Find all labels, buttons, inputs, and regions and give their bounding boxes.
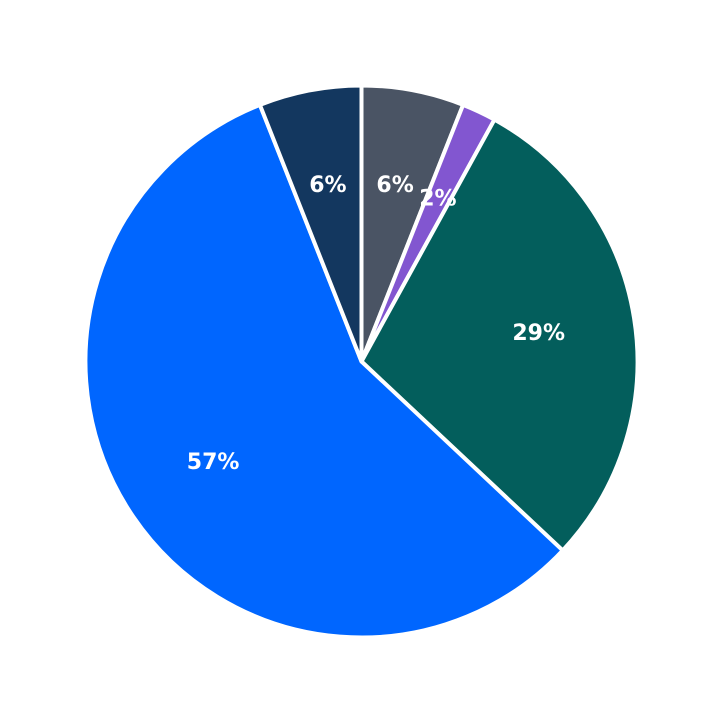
pie-slices — [83, 83, 640, 640]
pie-slice-label-0: 6% — [376, 173, 413, 198]
pie-slice-label-3: 57% — [187, 450, 240, 475]
pie-slice-label-4: 6% — [309, 173, 346, 198]
pie-slice-4 — [257, 83, 364, 364]
pie-labels: 6%2%29%57%6% — [187, 173, 565, 475]
pie-slice-3 — [83, 102, 565, 640]
pie-slice-label-2: 29% — [512, 321, 565, 346]
pie-slice-2 — [359, 117, 640, 553]
pie-slice-label-1: 2% — [419, 187, 456, 212]
